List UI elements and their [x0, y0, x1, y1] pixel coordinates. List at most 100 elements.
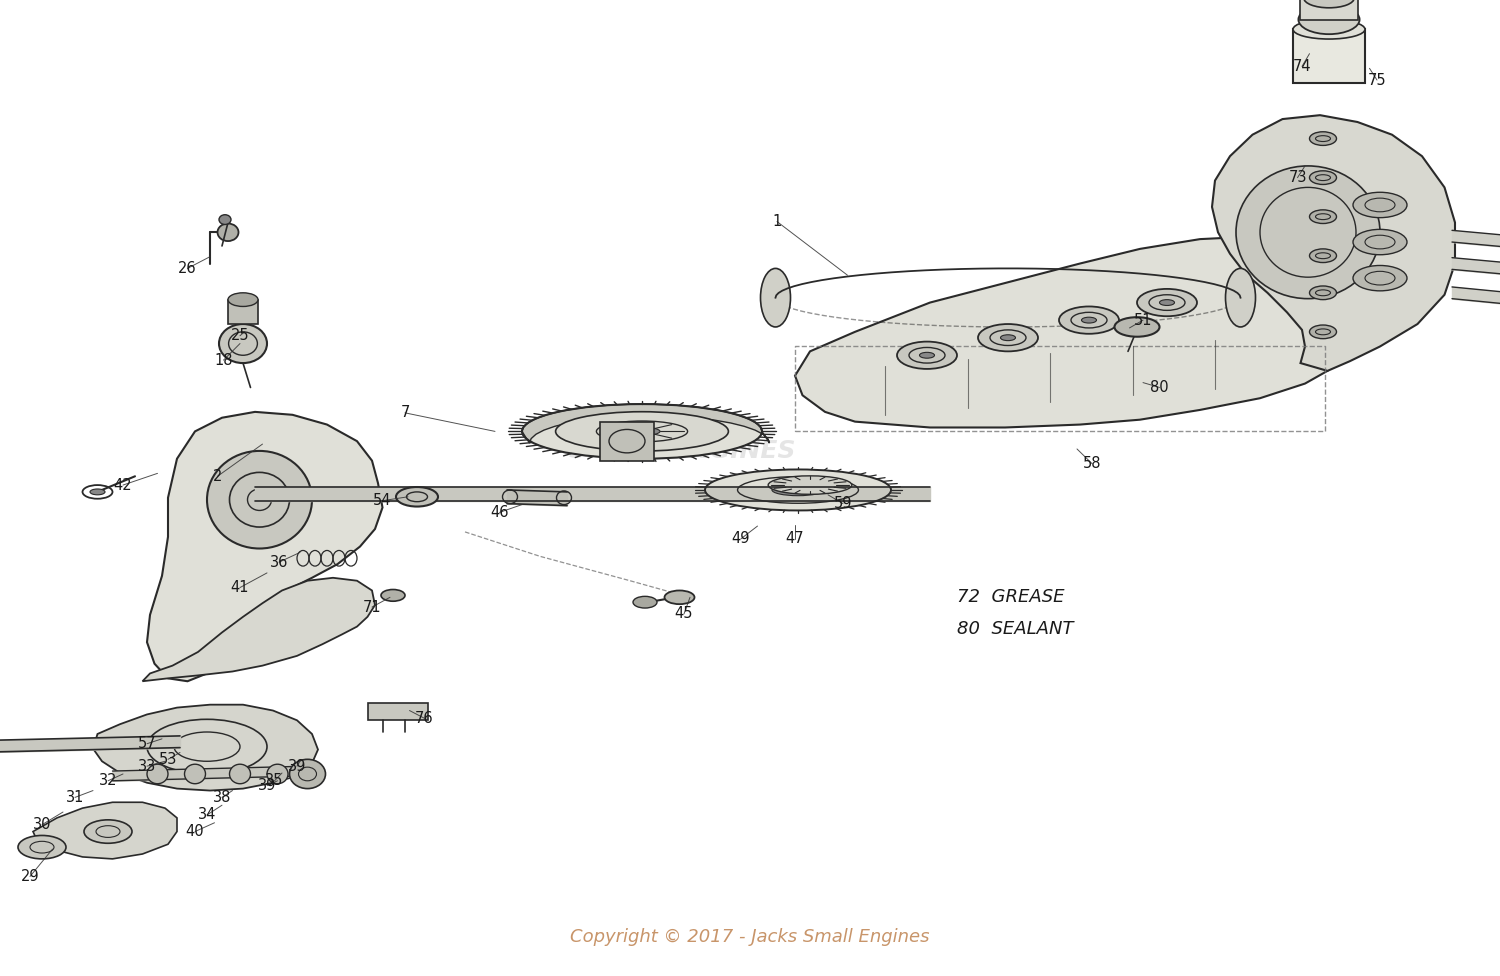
Ellipse shape: [228, 293, 258, 306]
Text: 2: 2: [213, 468, 222, 484]
Bar: [1300, 0, 1358, 20]
Ellipse shape: [90, 489, 105, 495]
Text: 42: 42: [114, 477, 132, 493]
Text: JACKS: JACKS: [632, 417, 734, 446]
Text: 1: 1: [772, 214, 782, 229]
Text: 74: 74: [1293, 59, 1311, 74]
Ellipse shape: [1137, 289, 1197, 316]
Polygon shape: [1212, 115, 1455, 371]
Ellipse shape: [1226, 268, 1256, 327]
Ellipse shape: [147, 764, 168, 784]
Text: 38: 38: [213, 790, 231, 805]
Ellipse shape: [664, 590, 694, 604]
Ellipse shape: [1310, 210, 1336, 224]
Polygon shape: [33, 802, 177, 859]
Text: 33: 33: [138, 758, 156, 774]
Text: 76: 76: [416, 711, 434, 726]
Ellipse shape: [1299, 5, 1359, 34]
Text: SMALL ENGINES: SMALL ENGINES: [570, 439, 795, 463]
Ellipse shape: [633, 596, 657, 608]
Ellipse shape: [230, 764, 251, 784]
Ellipse shape: [18, 835, 66, 859]
Ellipse shape: [1059, 306, 1119, 334]
Text: 32: 32: [99, 773, 117, 789]
Ellipse shape: [1353, 265, 1407, 291]
Polygon shape: [600, 422, 654, 461]
Text: 36: 36: [270, 554, 288, 570]
Text: 58: 58: [1083, 456, 1101, 471]
Ellipse shape: [555, 412, 729, 451]
Text: 59: 59: [834, 496, 852, 511]
Bar: [228, 300, 258, 324]
Text: 35: 35: [266, 773, 284, 789]
Text: 18: 18: [214, 352, 232, 368]
Ellipse shape: [84, 820, 132, 843]
Text: 54: 54: [374, 493, 392, 508]
Bar: [368, 703, 428, 720]
Text: 71: 71: [363, 599, 381, 615]
Ellipse shape: [219, 324, 267, 363]
Ellipse shape: [522, 404, 762, 459]
Ellipse shape: [705, 469, 891, 510]
Text: 49: 49: [732, 531, 750, 547]
Ellipse shape: [1353, 192, 1407, 218]
Text: 47: 47: [786, 531, 804, 547]
Ellipse shape: [1310, 286, 1336, 300]
Polygon shape: [142, 578, 375, 681]
Ellipse shape: [624, 427, 660, 435]
Ellipse shape: [772, 484, 824, 496]
Text: 34: 34: [198, 807, 216, 823]
Ellipse shape: [1114, 317, 1160, 337]
Ellipse shape: [1236, 166, 1380, 299]
Ellipse shape: [267, 764, 288, 784]
Ellipse shape: [1310, 325, 1336, 339]
Text: 29: 29: [21, 869, 39, 884]
Ellipse shape: [897, 342, 957, 369]
Ellipse shape: [1310, 132, 1336, 145]
Ellipse shape: [760, 268, 790, 327]
Ellipse shape: [184, 764, 206, 784]
Ellipse shape: [1310, 171, 1336, 184]
Ellipse shape: [768, 476, 852, 494]
Ellipse shape: [219, 215, 231, 224]
Ellipse shape: [1160, 300, 1174, 305]
Text: 41: 41: [231, 580, 249, 595]
Ellipse shape: [920, 352, 934, 358]
Text: 75: 75: [1368, 72, 1386, 88]
Ellipse shape: [207, 451, 312, 549]
Polygon shape: [93, 705, 318, 791]
Text: 72  GREASE: 72 GREASE: [957, 589, 1065, 606]
Text: 73: 73: [1288, 170, 1306, 185]
Ellipse shape: [1310, 249, 1336, 263]
Text: 30: 30: [33, 817, 51, 833]
Polygon shape: [147, 412, 382, 681]
Text: 45: 45: [675, 606, 693, 622]
Ellipse shape: [396, 487, 438, 507]
Ellipse shape: [1000, 335, 1016, 341]
Ellipse shape: [1082, 317, 1096, 323]
Text: 7: 7: [400, 405, 410, 421]
Text: 46: 46: [490, 505, 508, 520]
Ellipse shape: [1304, 0, 1354, 8]
Polygon shape: [522, 404, 770, 443]
Text: 39: 39: [288, 758, 306, 774]
Polygon shape: [795, 236, 1328, 427]
Ellipse shape: [381, 590, 405, 601]
Text: 57: 57: [138, 736, 156, 752]
Text: 40: 40: [186, 824, 204, 839]
Ellipse shape: [290, 759, 326, 789]
Text: 80  SEALANT: 80 SEALANT: [957, 620, 1074, 637]
Text: 53: 53: [159, 752, 177, 767]
Bar: [1293, 29, 1365, 83]
Ellipse shape: [1293, 20, 1365, 39]
Text: 80: 80: [1150, 380, 1168, 395]
Text: 26: 26: [178, 261, 196, 276]
Text: 39: 39: [258, 778, 276, 793]
Text: 51: 51: [1134, 312, 1152, 328]
Text: 25: 25: [231, 328, 249, 344]
Ellipse shape: [978, 324, 1038, 351]
Ellipse shape: [217, 224, 238, 241]
Text: 31: 31: [66, 790, 84, 805]
Ellipse shape: [1353, 229, 1407, 255]
Text: Copyright © 2017 - Jacks Small Engines: Copyright © 2017 - Jacks Small Engines: [570, 928, 930, 946]
